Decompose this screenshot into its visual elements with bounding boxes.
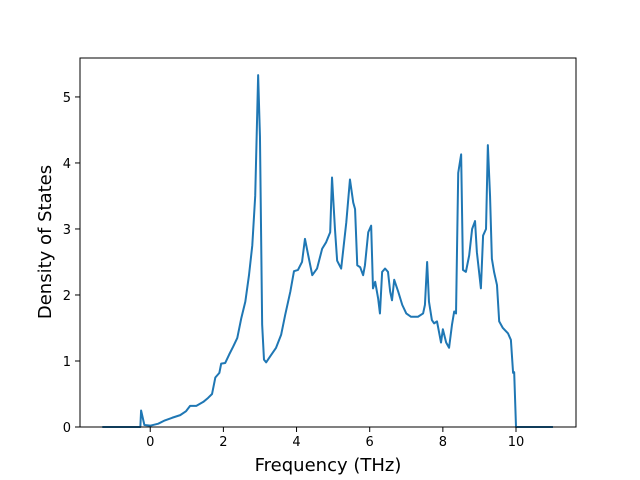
x-axis-label: Frequency (THz) [255, 455, 402, 476]
y-tick-label: 4 [63, 157, 71, 172]
x-tick-label: 8 [439, 435, 447, 450]
y-tick-label: 2 [63, 289, 71, 304]
y-tick-label: 0 [63, 421, 71, 436]
x-tick-label: 0 [146, 435, 154, 450]
y-axis-label: Density of States [35, 165, 56, 319]
y-tick-label: 3 [63, 223, 71, 238]
x-tick-label: 4 [292, 435, 300, 450]
data-line [102, 74, 553, 428]
plot-frame [79, 57, 577, 428]
y-tick-label: 1 [63, 355, 71, 370]
y-tick-label: 5 [63, 91, 71, 106]
x-tick-label: 2 [219, 435, 227, 450]
x-tick-label: 6 [366, 435, 374, 450]
x-tick-label: 10 [508, 435, 525, 450]
